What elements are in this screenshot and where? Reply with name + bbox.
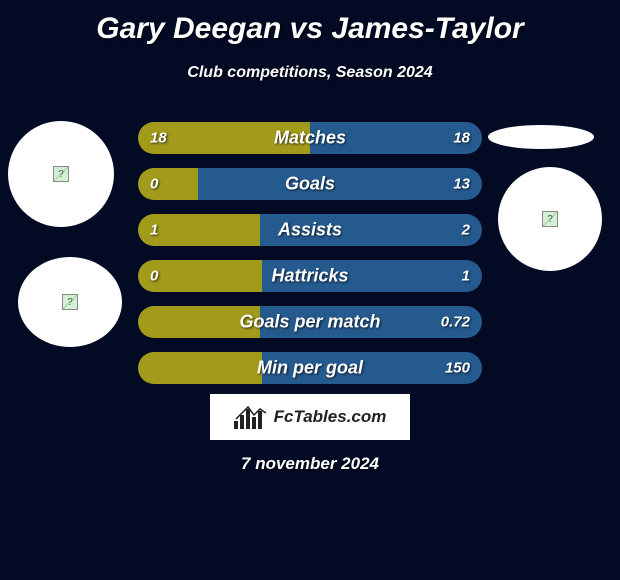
stat-value-right: 0.72	[441, 314, 470, 331]
stat-value-left: 0	[150, 176, 158, 193]
stat-label: Min per goal	[138, 358, 482, 379]
subtitle: Club competitions, Season 2024	[0, 64, 620, 82]
stat-row: Goals per match0.72	[138, 306, 482, 338]
avatar-placeholder-left-1: ?	[8, 121, 114, 227]
page-title: Gary Deegan vs James-Taylor	[0, 0, 620, 46]
broken-image-icon: ?	[62, 294, 78, 310]
broken-image-icon: ?	[542, 211, 558, 227]
stat-row: Goals0 13	[138, 168, 482, 200]
stat-value-right: 2	[462, 222, 470, 239]
footer-date: 7 november 2024	[0, 454, 620, 474]
footer-badge: FcTables.com	[210, 394, 410, 440]
stat-value-right: 18	[453, 130, 470, 147]
stat-label: Goals per match	[138, 312, 482, 333]
stat-value-right: 13	[453, 176, 470, 193]
avatar-placeholder-left-2: ?	[18, 257, 122, 347]
stat-row: Min per goal150	[138, 352, 482, 384]
fctables-logo-icon	[234, 405, 268, 429]
stat-value-left: 18	[150, 130, 167, 147]
stat-label: Assists	[138, 220, 482, 241]
stat-row: Assists1 2	[138, 214, 482, 246]
stat-row: Hattricks0 1	[138, 260, 482, 292]
stat-label: Goals	[138, 174, 482, 195]
footer-brand-text: FcTables.com	[274, 407, 387, 427]
stat-value-left: 0	[150, 268, 158, 285]
stat-value-right: 1	[462, 268, 470, 285]
ellipse-decoration	[488, 125, 594, 149]
stat-value-right: 150	[445, 360, 470, 377]
comparison-chart: Matches1818Goals013Assists12Hattricks01G…	[138, 122, 482, 398]
avatar-placeholder-right: ?	[498, 167, 602, 271]
stat-row: Matches18 18	[138, 122, 482, 154]
stat-label: Matches	[138, 128, 482, 149]
broken-image-icon: ?	[53, 166, 69, 182]
stat-value-left: 1	[150, 222, 158, 239]
stat-label: Hattricks	[138, 266, 482, 287]
